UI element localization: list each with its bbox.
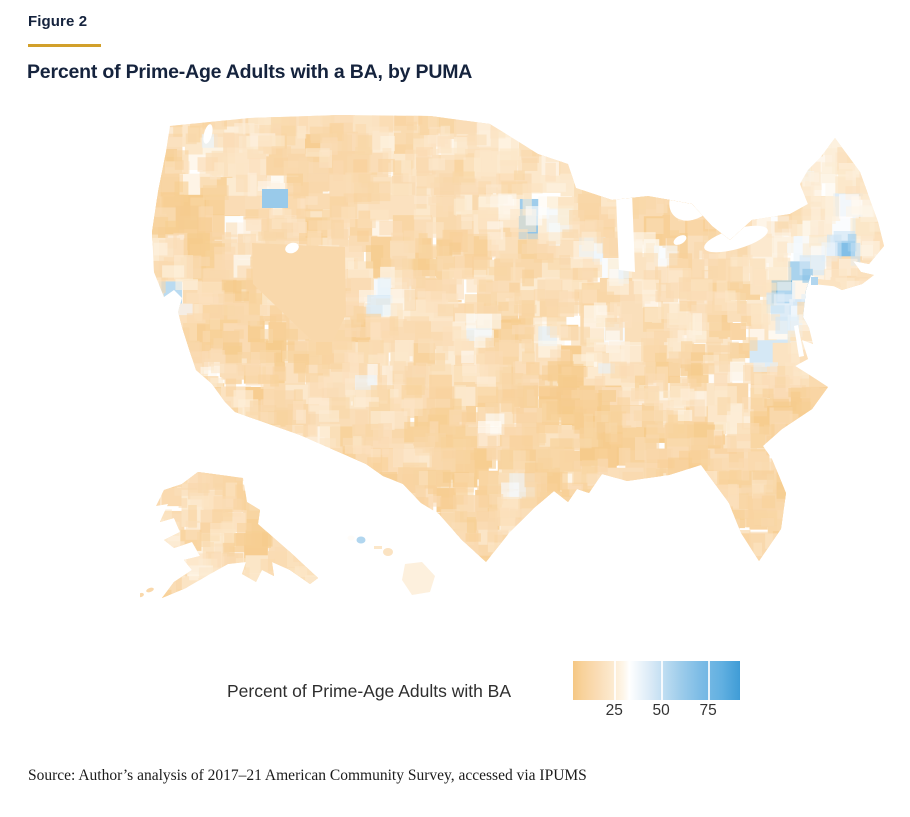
nevada-block bbox=[252, 243, 346, 354]
lake-erie bbox=[704, 225, 768, 253]
islands-layer bbox=[138, 277, 841, 598]
figure-label: Figure 2 bbox=[28, 13, 88, 30]
us-map-svg bbox=[138, 115, 884, 598]
hawaii-big-island bbox=[402, 562, 435, 595]
puget-sound bbox=[203, 124, 213, 144]
legend-tick-75: 75 bbox=[699, 702, 717, 719]
chesapeake-bay bbox=[794, 325, 804, 357]
gold-rule-divider bbox=[28, 44, 101, 47]
legend-tickmark-25 bbox=[614, 661, 617, 700]
las-vegas bbox=[316, 342, 332, 355]
legend-tick-25: 25 bbox=[605, 702, 623, 719]
lake-ontario bbox=[760, 192, 800, 210]
bozeman-blue-block bbox=[262, 189, 288, 208]
kauai bbox=[347, 535, 355, 541]
nyc-boroughs bbox=[811, 277, 818, 285]
lake-michigan bbox=[616, 192, 635, 272]
aleutian-island-2 bbox=[138, 592, 144, 598]
legend-tick-50: 50 bbox=[652, 702, 670, 719]
us-choropleth-map bbox=[138, 112, 888, 647]
source-note: Source: Author’s analysis of 2017–21 Ame… bbox=[28, 767, 587, 784]
legend-tick-labels: 25 50 75 bbox=[573, 702, 740, 720]
legend-label: Percent of Prime-Age Adults with BA bbox=[227, 681, 512, 701]
aleutian-island-1 bbox=[146, 587, 154, 593]
legend-colorbar bbox=[573, 661, 740, 700]
oahu bbox=[356, 536, 366, 544]
maui bbox=[383, 548, 393, 556]
legend-tickmark-75 bbox=[708, 661, 711, 700]
legend-tickmark-50 bbox=[661, 661, 664, 700]
puma-mosaic-layer bbox=[152, 115, 884, 598]
long-island bbox=[812, 278, 841, 287]
great-salt-lake bbox=[285, 242, 299, 254]
saginaw-bay bbox=[673, 235, 687, 245]
molokai bbox=[374, 546, 382, 549]
page-title: Percent of Prime-Age Adults with a BA, b… bbox=[27, 61, 473, 83]
